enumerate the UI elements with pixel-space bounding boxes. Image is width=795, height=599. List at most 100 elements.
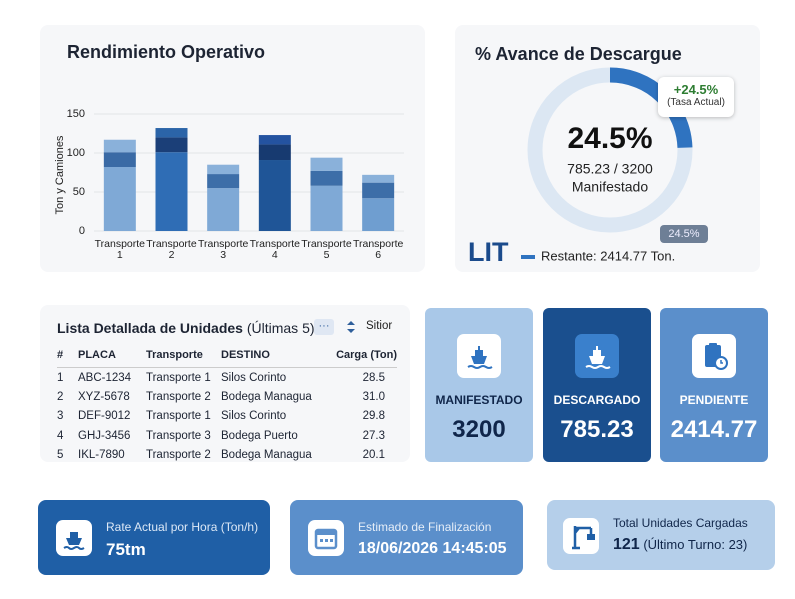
- chart-title: Rendimiento Operativo: [67, 42, 265, 62]
- table-cell: 27.3: [362, 429, 385, 442]
- bar-chart: Rendimiento Operativo Ton y Camiones 0 50…: [54, 42, 404, 237]
- column-header: PLACA: [78, 349, 116, 361]
- table-cell: 20.1: [362, 449, 385, 462]
- sort-label[interactable]: Sitior: [366, 320, 393, 332]
- x-tick-label: Transporte 6: [352, 238, 404, 261]
- table-cell: 31.0: [362, 391, 385, 404]
- table-cell: 3: [57, 410, 64, 423]
- column-header: Transporte: [146, 349, 203, 361]
- chart-card: Rendimiento Operativo Ton y Camiones 0 50…: [40, 25, 425, 272]
- table-cell: 1: [57, 371, 64, 384]
- bar-segment: [258, 160, 291, 231]
- bar-segment: [155, 128, 188, 138]
- y-tick-label: 100: [67, 147, 85, 159]
- table-cell: 28.5: [362, 371, 385, 384]
- x-tick-label: Transporte 4: [249, 238, 301, 261]
- bar-segment: [103, 139, 136, 153]
- badge-value: +24.5%: [673, 82, 719, 97]
- x-tick-label: Transporte 3: [197, 238, 249, 261]
- kpi-value: 121: [613, 536, 640, 553]
- calendar-icon: [308, 520, 344, 556]
- bar-segment: [155, 152, 188, 231]
- table-cell: ABC-1234: [78, 371, 132, 384]
- ship-icon: [56, 520, 92, 556]
- stat-value: 3200: [452, 416, 506, 443]
- stat-card: DESCARGADO 785.23: [543, 308, 651, 462]
- bar-segment: [310, 185, 343, 231]
- table-cell: Silos Corinto: [221, 371, 287, 384]
- table-row: 5 IKL-7890 Transporte 2 Bodega Managua 20.1: [57, 446, 397, 462]
- kpi-value: 75tm: [106, 540, 146, 559]
- table-heading: Lista Detallada de Unidades (Últimas 5): [57, 320, 315, 336]
- ship-icon: [457, 334, 501, 378]
- bar-segment: [207, 174, 240, 189]
- legend-text: Restante: 2414.77 Ton.: [541, 248, 675, 263]
- bar-segment: [207, 188, 240, 231]
- x-tick-label: Transporte 1: [94, 238, 146, 261]
- table-cell: Silos Corinto: [221, 410, 287, 423]
- table-cell: 2: [57, 391, 64, 404]
- table-cell: XYZ-5678: [78, 391, 130, 404]
- table-cell: Transporte 1: [146, 371, 211, 384]
- table-title: Lista Detallada de Unidades: [57, 320, 243, 336]
- donut-center-subtext: Manifestado: [572, 179, 648, 195]
- table-cell: Transporte 3: [146, 429, 211, 442]
- x-tick-label: Transporte 5: [301, 238, 352, 261]
- kpi-label: Estimado de Finalización: [358, 520, 492, 534]
- kpi-card: Estimado de Finalización 18/06/2026 14:4…: [290, 500, 523, 575]
- bar-segment: [155, 137, 188, 153]
- clipboard-icon: [692, 334, 736, 378]
- stat-value: 2414.77: [670, 416, 758, 443]
- donut-center-text: 785.23 / 3200: [567, 161, 653, 177]
- kpi-card: Total Unidades Cargadas 121 (Último Turn…: [547, 500, 775, 570]
- bar-segment: [362, 174, 395, 183]
- table-cell: 29.8: [362, 410, 385, 423]
- table-subtitle: (Últimas 5): [246, 320, 315, 336]
- table-row: 1 ABC-1234 Transporte 1 Silos Corinto 28.5: [57, 368, 397, 388]
- ship-icon: [575, 334, 619, 378]
- table-row: 4 GHJ-3456 Transporte 3 Bodega Puerto 27.3: [57, 426, 397, 445]
- sort-icon[interactable]: [346, 320, 356, 334]
- column-header: DESTINO: [221, 349, 270, 361]
- table-row: 3 DEF-9012 Transporte 1 Silos Corinto 29.8: [57, 407, 397, 426]
- y-axis-label: Ton y Camiones: [54, 135, 66, 214]
- bar-segment: [258, 144, 291, 161]
- crane-icon: [563, 518, 599, 554]
- table-cell: DEF-9012: [78, 410, 131, 423]
- table-cell: 5: [57, 449, 64, 462]
- donut-chart: % Avance de Descargue 24.5% 785.23 / 320…: [468, 44, 693, 267]
- table-cell: Bodega Managua: [221, 391, 312, 404]
- stat-label: DESCARGADO: [553, 393, 641, 407]
- donut-card: % Avance de Descargue 24.5% 785.23 / 320…: [455, 25, 760, 272]
- bar-segment: [310, 170, 343, 186]
- more-button[interactable]: ···: [314, 319, 334, 335]
- y-tick-label: 0: [79, 225, 85, 237]
- kpi-value-group: 121 (Último Turno: 23): [613, 536, 747, 554]
- bar-segment: [310, 157, 343, 171]
- table-row: 2 XYZ-5678 Transporte 2 Bodega Managua 31.0: [57, 387, 397, 406]
- chart-title: % Avance de Descargue: [475, 44, 682, 64]
- badge-caption: (Tasa Actual): [667, 97, 725, 108]
- table-cell: GHJ-3456: [78, 429, 131, 442]
- column-header: #: [57, 349, 64, 361]
- legend-label: LIT: [468, 237, 509, 267]
- y-tick-label: 50: [73, 186, 85, 198]
- table-cell: Transporte 2: [146, 391, 211, 404]
- bar-segment: [103, 167, 136, 231]
- table-cell: 4: [57, 429, 64, 442]
- bar-segment: [362, 182, 395, 199]
- stat-label: PENDIENTE: [679, 393, 749, 407]
- kpi-label: Total Unidades Cargadas: [613, 516, 748, 530]
- table-cell: Transporte 1: [146, 410, 211, 423]
- y-tick-label: 150: [67, 108, 85, 120]
- stat-card: MANIFESTADO 3200: [425, 308, 533, 462]
- table-cell: Transporte 2: [146, 449, 211, 462]
- bar-segment: [258, 135, 291, 145]
- bar-segment: [362, 198, 395, 231]
- stat-value: 785.23: [560, 416, 634, 443]
- stat-label: MANIFESTADO: [435, 393, 523, 407]
- x-tick-label: Transporte 2: [146, 238, 197, 261]
- stat-card: PENDIENTE 2414.77: [660, 308, 768, 462]
- kpi-note: (Último Turno: 23): [643, 537, 748, 552]
- table-cell: Bodega Puerto: [221, 429, 298, 442]
